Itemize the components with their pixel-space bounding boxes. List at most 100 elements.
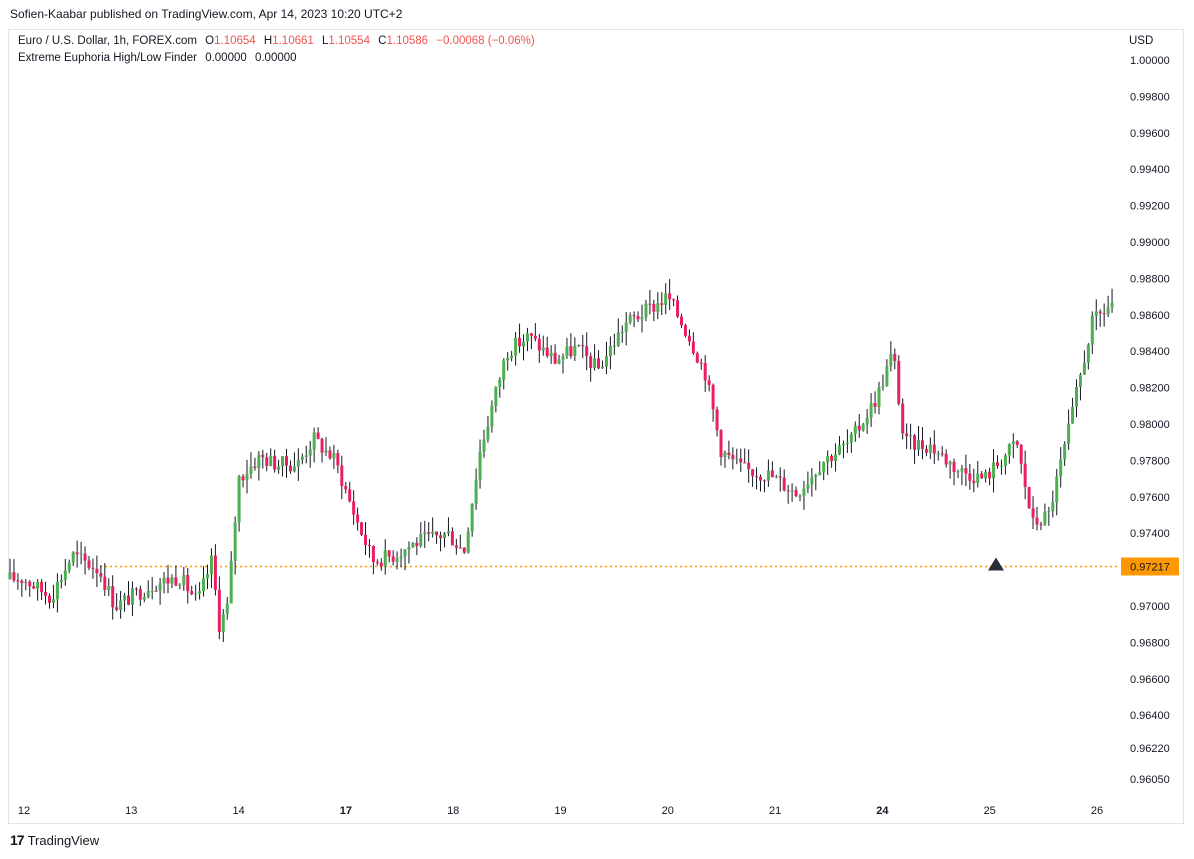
candle-body: [75, 552, 79, 555]
candle-body: [751, 469, 755, 477]
candle-body: [273, 455, 277, 470]
candle-body: [502, 360, 506, 380]
candle-body: [67, 562, 71, 571]
candle-body: [186, 574, 190, 592]
candle-body: [668, 293, 672, 300]
candle-body: [316, 432, 320, 439]
candle-body: [158, 583, 162, 591]
candle-body: [917, 440, 920, 450]
candle-body: [913, 435, 917, 450]
candle-body: [150, 590, 154, 592]
candle-body: [1015, 441, 1019, 445]
candle-body: [644, 303, 648, 318]
candle-body: [778, 476, 782, 478]
candle-body: [794, 490, 798, 497]
candle-body: [1059, 459, 1063, 477]
candle-body: [308, 449, 312, 456]
candle-body: [1039, 524, 1043, 526]
candle-body: [233, 522, 237, 562]
x-tick-label: 13: [125, 805, 137, 817]
candle-body: [960, 468, 964, 472]
candle-body: [1031, 508, 1035, 518]
candle-body: [762, 480, 766, 482]
y-tick-label: 0.98400: [1130, 346, 1170, 358]
symbol-legend[interactable]: Euro / U.S. Dollar, 1h, FOREX.com O1.106…: [18, 35, 535, 47]
candle-body: [435, 531, 439, 536]
candle-body: [905, 433, 909, 437]
tradingview-brand[interactable]: 17 TradingView: [10, 832, 99, 848]
indicator-legend[interactable]: Extreme Euphoria High/Low Finder 0.00000…: [18, 52, 297, 64]
low-label: L: [321, 35, 329, 47]
candle-body: [103, 576, 107, 591]
candle-body: [16, 580, 20, 582]
candle-body: [1110, 302, 1114, 308]
candle-body: [443, 533, 446, 539]
candle-body: [324, 450, 328, 453]
candle-body: [992, 462, 996, 479]
candle-body: [454, 545, 458, 548]
candle-body: [265, 457, 269, 466]
candle-body: [510, 355, 514, 358]
candle-body: [130, 588, 134, 605]
candle-body: [399, 556, 403, 559]
candle-body: [707, 380, 711, 385]
candle-body: [174, 577, 178, 586]
candle-body: [111, 586, 115, 608]
candle-body: [1071, 406, 1075, 424]
candle-body: [146, 590, 150, 598]
candle-body: [636, 316, 640, 320]
candle-body: [747, 462, 751, 470]
candle-body: [411, 542, 415, 548]
close-label: C: [378, 35, 387, 47]
candle-body: [431, 531, 435, 534]
candle-body: [403, 549, 407, 557]
publish-info: Sofien-Kaabar published on TradingView.c…: [10, 7, 403, 21]
candle-body: [984, 471, 988, 479]
y-tick-label: 0.98000: [1130, 419, 1170, 431]
candle-body: [881, 385, 885, 388]
candle-body: [466, 531, 470, 553]
y-tick-label: 0.99600: [1130, 128, 1170, 140]
candle-body: [1106, 307, 1110, 315]
candle-body: [822, 462, 826, 473]
candle-body: [1090, 315, 1094, 345]
indicator-value-1: 0.00000: [205, 52, 247, 64]
currency-label[interactable]: USD: [1129, 35, 1154, 47]
candle-body: [446, 531, 450, 534]
candle-body: [474, 479, 478, 504]
candle-body: [1051, 502, 1055, 512]
level-price-label: 0.97217: [1130, 562, 1170, 574]
candle-body: [782, 477, 786, 491]
candle-body: [1003, 455, 1007, 466]
candle-body: [956, 471, 960, 473]
euphoria-low-marker-icon[interactable]: [987, 557, 1004, 571]
candle-body: [806, 484, 810, 489]
candle-body: [336, 453, 340, 466]
candle-body: [32, 586, 36, 589]
candle-body: [300, 456, 304, 460]
candle-body: [569, 346, 573, 357]
candle-body: [40, 581, 44, 592]
y-tick-label: 0.96050: [1130, 774, 1170, 786]
candle-body: [940, 453, 944, 455]
candle-body: [391, 556, 395, 562]
candle-body: [549, 352, 553, 357]
candle-body: [972, 480, 976, 484]
candle-body: [1023, 463, 1027, 488]
y-tick-label: 0.96800: [1130, 637, 1170, 649]
y-tick-label: 0.99000: [1130, 237, 1170, 249]
candle-body: [553, 352, 557, 364]
candle-body: [699, 362, 703, 364]
candle-body: [968, 473, 972, 481]
price-axis: 1.00000 0.99800 0.99600 0.99400 0.99200 0.990…: [1130, 55, 1170, 786]
candle-body: [1027, 487, 1031, 509]
candle-body: [581, 345, 585, 347]
candle-body: [269, 455, 273, 466]
candle-body: [849, 434, 853, 443]
y-tick-label: 0.98800: [1130, 273, 1170, 285]
chart-frame[interactable]: [8, 29, 1184, 824]
candle-body: [640, 317, 644, 320]
candle-body: [115, 607, 119, 610]
candle-body: [415, 542, 419, 546]
